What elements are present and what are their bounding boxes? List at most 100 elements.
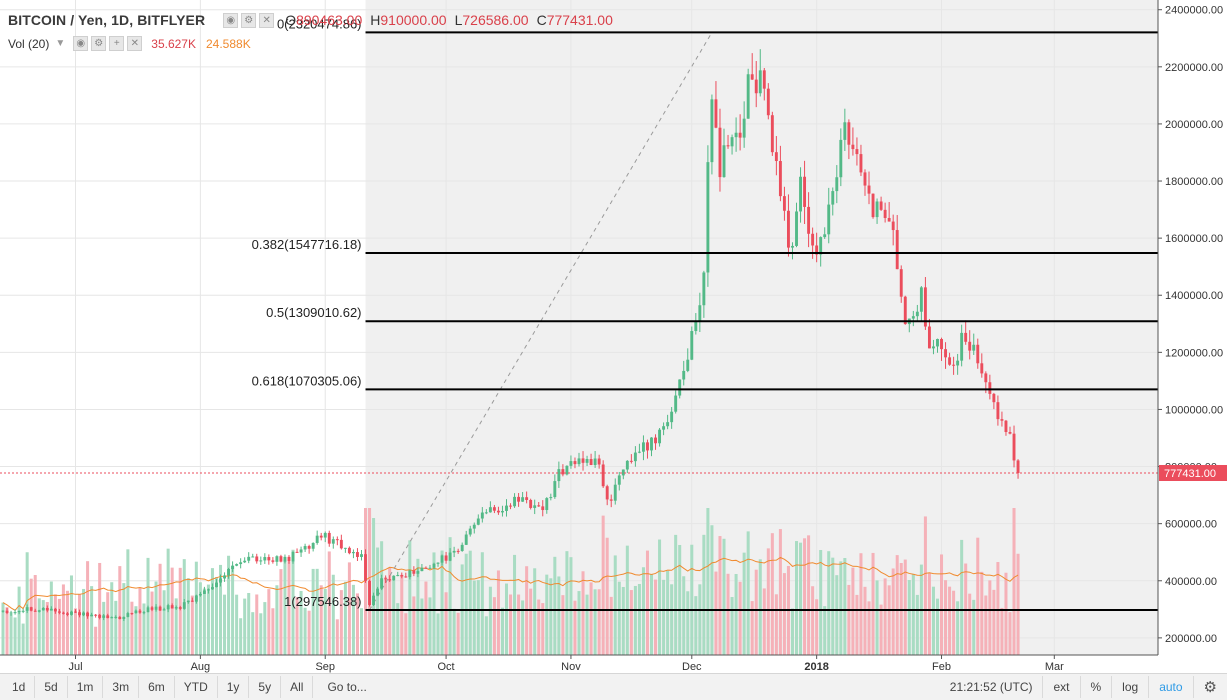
candle-body[interactable] <box>311 542 315 549</box>
candle-body[interactable] <box>33 610 37 612</box>
candle-body[interactable] <box>952 364 956 366</box>
candle-body[interactable] <box>223 575 226 579</box>
auto-toggle[interactable]: auto <box>1149 676 1194 698</box>
candle-body[interactable] <box>815 245 819 255</box>
candle-body[interactable] <box>13 612 17 614</box>
candle-body[interactable] <box>927 326 931 349</box>
candle-body[interactable] <box>364 554 367 581</box>
candle-body[interactable] <box>360 554 363 557</box>
candle-body[interactable] <box>650 437 653 451</box>
candle-body[interactable] <box>972 344 976 351</box>
candle-body[interactable] <box>758 70 762 94</box>
candle-body[interactable] <box>1016 460 1020 473</box>
candle-body[interactable] <box>561 469 565 475</box>
candle-body[interactable] <box>968 341 972 351</box>
candle-body[interactable] <box>186 600 190 603</box>
candle-body[interactable] <box>694 321 698 332</box>
candle-body[interactable] <box>726 145 730 147</box>
log-toggle[interactable]: log <box>1112 676 1150 698</box>
candle-body[interactable] <box>629 460 633 462</box>
candle-body[interactable] <box>517 496 521 502</box>
candle-body[interactable] <box>420 567 424 572</box>
candle-body[interactable] <box>666 422 670 427</box>
candle-body[interactable] <box>134 610 138 614</box>
candle-body[interactable] <box>396 575 400 577</box>
candle-body[interactable] <box>303 546 307 550</box>
candle-body[interactable] <box>678 379 682 396</box>
candle-body[interactable] <box>235 564 239 566</box>
candle-body[interactable] <box>537 505 541 507</box>
candle-body[interactable] <box>9 612 13 614</box>
candle-body[interactable] <box>799 176 802 212</box>
candle-body[interactable] <box>863 172 867 186</box>
utc-clock[interactable]: 21:21:52 (UTC) <box>940 676 1044 698</box>
candle-body[interactable] <box>553 481 557 498</box>
candle-body[interactable] <box>545 498 549 511</box>
candle-body[interactable] <box>98 614 102 618</box>
candle-body[interactable] <box>343 547 347 549</box>
candle-body[interactable] <box>78 612 81 616</box>
candle-body[interactable] <box>851 144 855 150</box>
candle-body[interactable] <box>416 571 420 574</box>
candle-body[interactable] <box>637 451 641 453</box>
candle-body[interactable] <box>142 612 146 614</box>
candle-body[interactable] <box>823 234 827 238</box>
plus-icon[interactable]: + <box>109 36 125 51</box>
candle-body[interactable] <box>859 154 863 173</box>
candle-body[interactable] <box>730 137 734 147</box>
candle-body[interactable] <box>525 497 529 500</box>
candle-body[interactable] <box>118 616 122 620</box>
candle-body[interactable] <box>992 393 996 403</box>
candle-body[interactable] <box>1000 419 1004 421</box>
candle-body[interactable] <box>488 507 492 513</box>
candle-body[interactable] <box>17 610 21 613</box>
candle-body[interactable] <box>404 576 408 578</box>
ext-toggle[interactable]: ext <box>1043 676 1081 698</box>
candle-body[interactable] <box>480 512 484 519</box>
range-ytd-button[interactable]: YTD <box>175 676 218 698</box>
candle-body[interactable] <box>734 132 738 138</box>
candle-body[interactable] <box>150 607 154 610</box>
candle-body[interactable] <box>5 610 9 613</box>
candle-body[interactable] <box>782 196 786 211</box>
range-3m-button[interactable]: 3m <box>103 676 140 698</box>
candle-body[interactable] <box>178 607 182 609</box>
candle-body[interactable] <box>53 608 57 612</box>
candle-body[interactable] <box>835 177 839 192</box>
candle-body[interactable] <box>569 461 573 466</box>
candle-body[interactable] <box>323 532 327 538</box>
candle-body[interactable] <box>251 556 255 558</box>
candle-body[interactable] <box>37 610 41 612</box>
candle-body[interactable] <box>702 272 706 306</box>
candle-body[interactable] <box>879 201 883 210</box>
candle-body[interactable] <box>509 505 512 507</box>
candle-body[interactable] <box>315 535 319 543</box>
candle-body[interactable] <box>259 560 263 562</box>
candle-body[interactable] <box>295 551 299 553</box>
candle-body[interactable] <box>440 555 444 563</box>
candle-body[interactable] <box>601 464 605 487</box>
candle-body[interactable] <box>106 615 110 619</box>
goto-button[interactable]: Go to... <box>327 680 367 694</box>
candle-body[interactable] <box>597 458 601 465</box>
candle-body[interactable] <box>206 589 210 591</box>
candle-body[interactable] <box>774 152 778 162</box>
candle-body[interactable] <box>130 613 134 615</box>
candle-body[interactable] <box>299 549 303 553</box>
candle-body[interactable] <box>718 127 722 178</box>
candle-body[interactable] <box>271 560 275 562</box>
candle-body[interactable] <box>605 486 609 500</box>
candle-body[interactable] <box>468 528 472 535</box>
candle-body[interactable] <box>25 607 29 611</box>
range-6m-button[interactable]: 6m <box>139 676 175 698</box>
candle-body[interactable] <box>577 458 581 465</box>
candle-body[interactable] <box>762 70 766 89</box>
candle-body[interactable] <box>754 79 758 94</box>
candle-body[interactable] <box>460 544 464 551</box>
candle-body[interactable] <box>211 587 214 590</box>
candle-body[interactable] <box>513 496 517 507</box>
candle-body[interactable] <box>960 332 964 361</box>
candle-body[interactable] <box>255 556 259 562</box>
chevron-down-icon[interactable]: ▼ <box>55 38 66 49</box>
candle-body[interactable] <box>202 590 206 594</box>
